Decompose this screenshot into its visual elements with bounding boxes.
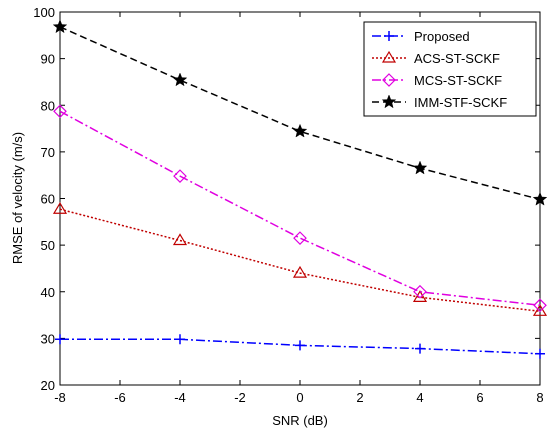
data-point-diamond [533, 298, 547, 313]
data-point-star [381, 94, 397, 109]
data-point-diamond [53, 104, 67, 119]
legend-entry: IMM-STF-SCKF [372, 94, 507, 110]
series-line [59, 110, 541, 307]
x-axis-label: SNR (dB) [272, 413, 328, 428]
x-tick-label: -2 [234, 390, 246, 405]
data-point-triangle [381, 50, 397, 63]
data-point-plus [55, 334, 65, 345]
y-tick-label: 60 [41, 192, 55, 207]
data-point-triangle [292, 265, 308, 278]
series-layer [52, 19, 548, 359]
data-point-diamond [293, 231, 307, 245]
y-tick-label: 100 [33, 5, 55, 20]
series-imm-stf-sckf [52, 19, 548, 206]
y-tick-label: 20 [41, 378, 55, 393]
x-tick-label: 0 [296, 390, 303, 405]
data-point-star [532, 191, 548, 206]
data-point-plus [295, 340, 305, 351]
data-point-star [52, 19, 68, 34]
data-point-star [292, 123, 308, 138]
y-tick-label: 30 [41, 331, 55, 346]
data-point-triangle [532, 304, 548, 316]
data-point-triangle [172, 233, 188, 246]
axis-ticks: -8 -6 -4 -2 0 2 4 6 8 20 30 40 50 60 70 80 90 100 [33, 5, 543, 405]
series-acs-st-sckf [52, 202, 548, 316]
legend-entry: Proposed [372, 29, 470, 44]
legend-label: ACS-ST-SCKF [414, 51, 500, 66]
data-point-triangle [412, 290, 428, 302]
y-tick-label: 80 [41, 98, 55, 113]
y-tick-label: 40 [41, 285, 55, 300]
series-mcs-st-sckf [53, 104, 547, 313]
x-tick-label: -6 [114, 390, 126, 405]
data-point-plus [535, 348, 545, 359]
y-axis-label: RMSE of velocity (m/s) [10, 132, 25, 264]
x-tick-label: 8 [536, 390, 543, 405]
data-point-star [172, 72, 188, 87]
legend-label: Proposed [414, 29, 470, 44]
x-tick-label: -8 [54, 390, 66, 405]
data-point-plus [175, 334, 185, 345]
y-tick-label: 70 [41, 145, 55, 160]
x-tick-label: 4 [416, 390, 423, 405]
legend-entry: ACS-ST-SCKF [372, 50, 500, 66]
data-point-diamond [173, 169, 187, 183]
data-point-star [412, 160, 428, 175]
data-point-diamond [413, 284, 427, 299]
y-tick-label: 90 [41, 52, 55, 67]
series-proposed [55, 334, 545, 359]
data-point-diamond [382, 73, 396, 87]
data-point-triangle [52, 202, 68, 214]
series-line [59, 208, 541, 313]
x-tick-label: -4 [174, 390, 186, 405]
data-point-plus [415, 343, 425, 354]
y-tick-label: 50 [41, 238, 55, 253]
data-point-plus [384, 31, 394, 41]
legend-label: MCS-ST-SCKF [414, 73, 502, 88]
x-tick-label: 6 [476, 390, 483, 405]
legend: Proposed ACS-ST-SCKF MCS-ST-SCKF IMM-STF-SC… [363, 21, 537, 117]
legend-entry: MCS-ST-SCKF [372, 73, 502, 88]
x-tick-label: 2 [356, 390, 363, 405]
legend-label: IMM-STF-SCKF [414, 95, 507, 110]
